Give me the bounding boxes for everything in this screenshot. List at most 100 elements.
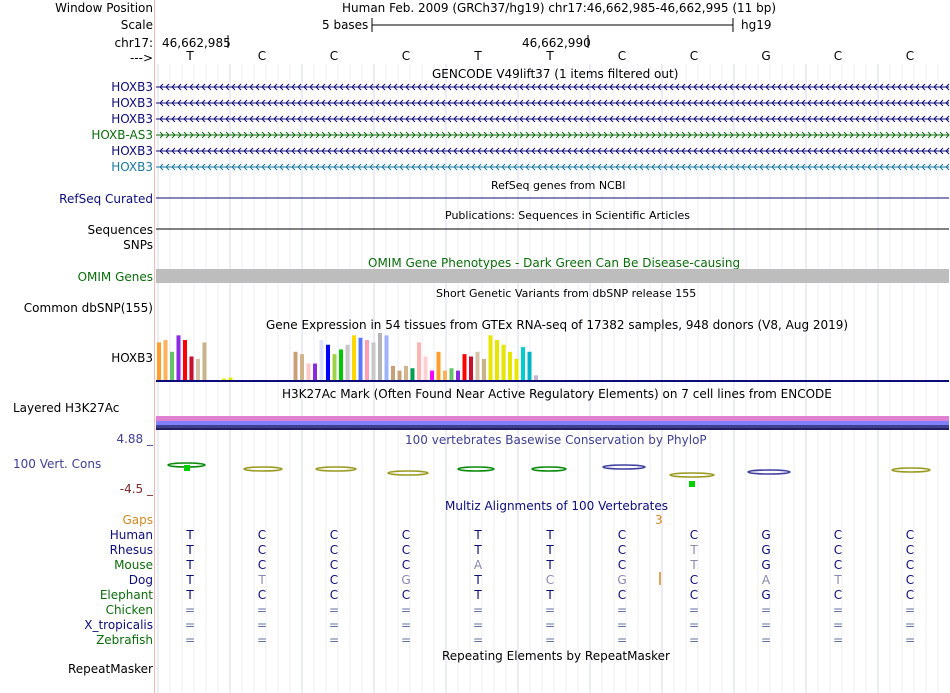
gtex-tissue-bar xyxy=(176,335,181,380)
alignment-base: C xyxy=(257,588,267,602)
species-label[interactable]: Rhesus xyxy=(109,543,153,557)
gtex-tissue-bar xyxy=(417,342,421,380)
label-panel-divider xyxy=(154,0,155,693)
species-label[interactable]: Elephant xyxy=(99,588,153,602)
publications-track-label[interactable]: Sequences xyxy=(87,223,153,237)
species-label[interactable]: Chicken xyxy=(105,603,153,617)
alignment-base: = xyxy=(328,633,340,647)
gtex-tissue-bar xyxy=(358,337,363,380)
reference-base: T xyxy=(186,49,194,63)
gencode-track-label[interactable]: HOXB-AS3 xyxy=(91,128,153,142)
alignment-base: A xyxy=(473,558,483,572)
gtex-tissue-bar xyxy=(306,363,311,380)
gencode-track-label[interactable]: HOXB3 xyxy=(111,96,153,110)
alignment-base: = xyxy=(256,618,268,632)
gtex-tissue-bar xyxy=(482,358,486,380)
gtex-tissue-bar xyxy=(508,351,512,380)
alignment-base: C xyxy=(401,558,411,572)
alignment-base: = xyxy=(400,603,412,617)
alignment-base: C xyxy=(905,543,915,557)
refseq-title: RefSeq genes from NCBI xyxy=(491,179,626,192)
dbsnp-track-label[interactable]: Common dbSNP(155) xyxy=(23,301,153,315)
alignment-base: T xyxy=(474,588,482,602)
alignment-base: T xyxy=(546,543,554,557)
multiz-title: Multiz Alignments of 100 Vertebrates xyxy=(445,499,669,513)
omim-track-label[interactable]: OMIM Genes xyxy=(77,270,153,284)
alignment-base: = xyxy=(256,603,268,617)
refseq-track-label[interactable]: RefSeq Curated xyxy=(59,192,153,206)
phylop-track-label[interactable]: 100 Vert. Cons xyxy=(13,457,102,471)
scale-db: hg19 xyxy=(741,18,772,32)
phylop-mark xyxy=(387,470,429,476)
alignment-base: C xyxy=(617,543,627,557)
reference-base: T xyxy=(474,49,482,63)
phylop-mark xyxy=(315,466,357,472)
alignment-base: C xyxy=(257,528,267,542)
species-label[interactable]: Zebrafish xyxy=(96,633,153,647)
reference-base: T xyxy=(546,49,554,63)
phylop-mark xyxy=(891,467,931,473)
gtex-tissue-bar xyxy=(222,378,226,380)
publications-title: Publications: Sequences in Scientific Ar… xyxy=(445,209,690,222)
alignment-base: = xyxy=(328,603,340,617)
gtex-tissue-bar xyxy=(326,344,330,380)
gencode-track-label[interactable]: HOXB3 xyxy=(111,80,153,94)
h3k27ac-track-label[interactable]: Layered H3K27Ac xyxy=(13,401,120,415)
gtex-tissue-bar xyxy=(319,340,324,380)
alignment-base: C xyxy=(329,543,339,557)
gtex-tissue-bar xyxy=(345,344,350,380)
phylop-ymin: -4.5 _ xyxy=(119,482,153,496)
gtex-tissue-bar xyxy=(423,356,428,380)
alignment-base: A xyxy=(761,573,771,587)
reference-base: C xyxy=(401,49,411,63)
reference-base: G xyxy=(761,49,771,63)
alignment-base: G xyxy=(761,528,771,542)
gtex-tissue-bar xyxy=(202,342,207,380)
alignment-base: = xyxy=(688,603,700,617)
alignment-base: = xyxy=(760,603,772,617)
alignment-base: G xyxy=(617,573,627,587)
alignment-base: = xyxy=(472,618,484,632)
alignment-base: = xyxy=(544,603,556,617)
gtex-tissue-bar xyxy=(462,354,467,380)
gtex-tissue-bar xyxy=(384,335,389,380)
gtex-tissue-bar xyxy=(404,365,408,380)
species-label[interactable]: Mouse xyxy=(114,558,153,572)
snps-label[interactable]: SNPs xyxy=(123,238,153,252)
alignment-base: C xyxy=(329,528,339,542)
gtex-track-label[interactable]: HOXB3 xyxy=(111,351,153,365)
gtex-tissue-bar xyxy=(495,340,499,380)
species-label[interactable]: X_tropicalis xyxy=(84,618,153,632)
alignment-base: C xyxy=(689,528,699,542)
gencode-track-label[interactable]: HOXB3 xyxy=(111,112,153,126)
alignment-base: T xyxy=(834,573,842,587)
alignment-base: = xyxy=(688,633,700,647)
species-label[interactable]: Human xyxy=(109,528,153,542)
strand-arrows xyxy=(159,131,950,139)
gtex-tissue-bar xyxy=(157,342,161,380)
alignment-base: C xyxy=(833,558,843,572)
gtex-tissue-bar xyxy=(527,351,532,380)
alignment-base: G xyxy=(761,558,771,572)
omim-bar xyxy=(156,269,949,283)
gtex-tissue-bar xyxy=(521,347,525,380)
alignment-base: G xyxy=(401,573,411,587)
alignment-base: T xyxy=(186,588,194,602)
gtex-tissue-bar xyxy=(430,370,434,380)
h3k27ac-layer xyxy=(156,416,949,421)
alignment-base: T xyxy=(186,528,194,542)
gencode-track-label[interactable]: HOXB3 xyxy=(111,160,153,174)
species-label[interactable]: Dog xyxy=(128,573,153,587)
reference-base: C xyxy=(329,49,339,63)
phylop-mark xyxy=(602,464,646,470)
alignment-base: = xyxy=(904,633,916,647)
repeatmasker-track-label[interactable]: RepeatMasker xyxy=(67,662,153,676)
gtex-tissue-bar xyxy=(183,340,187,380)
gencode-track-label[interactable]: HOXB3 xyxy=(111,144,153,158)
gtex-tissue-bar xyxy=(339,349,343,380)
gtex-tissue-bar xyxy=(443,370,447,380)
alignment-base: = xyxy=(544,618,556,632)
alignment-base: = xyxy=(544,633,556,647)
gap-count: 3 xyxy=(655,513,663,527)
